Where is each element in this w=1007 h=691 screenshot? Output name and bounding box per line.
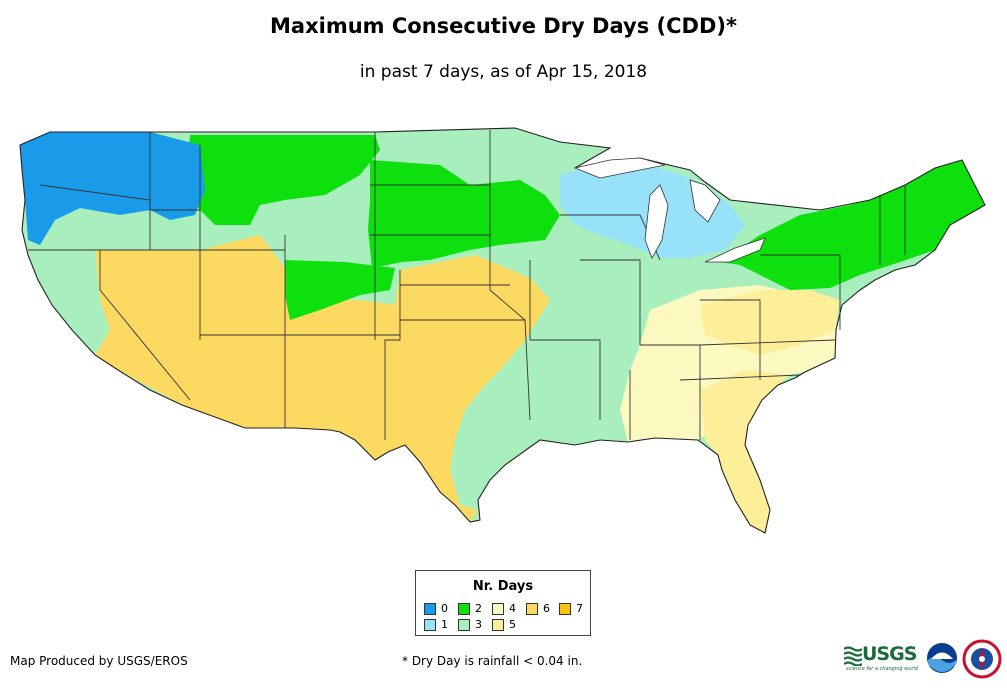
zone-2-days-dakotas [368, 160, 560, 268]
usgs-logo: USGS science for a changing world [842, 642, 920, 676]
noaa-logo-icon [927, 643, 957, 673]
legend-label-6: 6 [543, 602, 550, 615]
zone-5-days-carolinas [700, 370, 790, 533]
legend-swatch-3 [458, 619, 470, 631]
usgs-logo-text: USGS [862, 643, 917, 665]
zone-0-days-northwest [20, 132, 205, 245]
legend-label-0: 0 [441, 602, 448, 615]
legend-label-4: 4 [509, 602, 516, 615]
legend-label-5: 5 [509, 618, 516, 631]
legend-swatch-2 [458, 603, 470, 615]
legend-label-1: 1 [441, 618, 448, 631]
legend-swatch-4 [492, 603, 504, 615]
legend: Nr. Days 0 1 2 3 4 5 6 7 [415, 570, 591, 636]
legend-swatch-5 [492, 619, 504, 631]
usgs-waves-icon [844, 646, 862, 666]
zone-2-days-colorado [285, 260, 395, 320]
zone-6-days-southwest [95, 235, 550, 522]
legend-label-2: 2 [475, 602, 482, 615]
legend-swatch-6 [526, 603, 538, 615]
lake-huron [689, 179, 721, 223]
legend-swatch-1 [424, 619, 436, 631]
us-outline [19, 127, 986, 534]
lake-michigan [644, 184, 669, 259]
dry-day-footnote: * Dry Day is rainfall < 0.04 in. [402, 654, 583, 668]
cdd-shading [20, 128, 985, 533]
map-title: Maximum Consecutive Dry Days (CDD)* [270, 14, 737, 38]
lake-erie [704, 237, 766, 263]
usgs-tagline: science for a changing world [846, 666, 918, 672]
lake-superior [573, 157, 666, 179]
zone-5-days-appalachia [700, 290, 840, 355]
legend-title: Nr. Days [472, 579, 534, 594]
legend-label-7: 7 [576, 602, 583, 615]
cdd-map [19, 127, 986, 534]
map-subtitle: in past 7 days, as of Apr 15, 2018 [359, 62, 648, 82]
state-boundaries [28, 130, 906, 440]
legend-swatch-7 [559, 603, 571, 615]
zone-2-days-rockies [185, 135, 380, 225]
nws-logo-icon [962, 639, 1002, 679]
map-credit: Map Produced by USGS/EROS [10, 654, 188, 668]
zone-2-days-northeast [720, 160, 985, 290]
legend-label-3: 3 [475, 618, 482, 631]
legend-swatch-0 [424, 603, 436, 615]
